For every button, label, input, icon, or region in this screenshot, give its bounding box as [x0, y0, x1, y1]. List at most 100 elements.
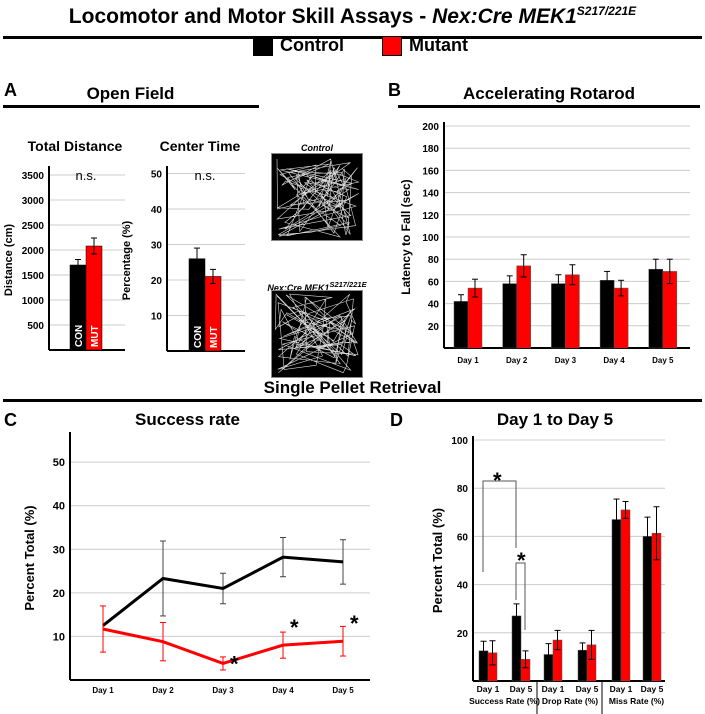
y-tick-label: 100: [451, 436, 468, 447]
y-tick-label: 60: [428, 277, 440, 288]
y-tick-label: 40: [53, 501, 65, 513]
significance-bracket: [482, 480, 517, 572]
y-axis-label: Percent Total (%): [430, 508, 445, 613]
x-tick-label: Day 1: [457, 356, 479, 365]
trace-mutant-label: Nex:Cre MEK1S217/221E: [267, 280, 367, 293]
panel-a-rule: [3, 105, 259, 108]
y-axis-label: Latency to Fall (sec): [399, 179, 413, 294]
y-axis-label: Percentage (%): [121, 220, 133, 300]
panel-c-letter: C: [4, 410, 17, 430]
x-tick-label: Day 2: [152, 686, 174, 695]
y-tick-label: 10: [151, 312, 163, 323]
trace-control-label: Control: [301, 143, 333, 153]
bar-mutant: [516, 265, 531, 349]
y-tick-label: 20: [428, 322, 440, 333]
y-tick-label: 60: [457, 532, 469, 543]
x-tick-label: Day 5: [652, 356, 674, 365]
legend-control-label: Control: [280, 35, 344, 55]
bar-label: MUT: [90, 325, 101, 347]
significance-star: *: [493, 468, 502, 493]
ns-annotation: n.s.: [76, 168, 97, 183]
line-mutant: [102, 627, 344, 666]
x-tick-label: Day 5: [641, 684, 664, 694]
x-tick-label: Day 1: [610, 684, 633, 694]
x-tick-label: Day 2: [506, 356, 528, 365]
section-rule: [3, 399, 702, 402]
y-tick-label: 1000: [22, 296, 45, 307]
y-tick-label: 120: [422, 211, 439, 222]
y-tick-label: 200: [422, 122, 439, 133]
significance-star: *: [517, 548, 526, 573]
y-tick-label: 100: [422, 233, 439, 244]
x-tick-label: Day 4: [603, 356, 625, 365]
y-tick-label: 30: [53, 544, 65, 556]
panel-d-heading: Day 1 to Day 5: [496, 410, 614, 429]
panel-b-heading: Accelerating Rotarod: [463, 84, 635, 103]
y-tick-label: 40: [457, 581, 469, 592]
y-tick-label: 80: [428, 255, 440, 266]
x-tick-label: Day 5: [510, 684, 533, 694]
y-tick-label: 3500: [22, 171, 45, 182]
panel-a-heading: Open Field: [86, 84, 175, 103]
open-field-trace-control: [271, 153, 363, 241]
y-tick-label: 40: [151, 205, 163, 216]
y-tick-label: 10: [53, 631, 65, 643]
panel-b-letter: B: [388, 80, 401, 100]
center-time-title: Center Time: [159, 138, 241, 154]
legend-control-swatch: [253, 36, 273, 56]
panel-b-rule: [398, 105, 700, 108]
significance-star: *: [350, 611, 359, 636]
title-rule: [3, 36, 702, 39]
legend-mutant-label: Mutant: [409, 35, 468, 55]
significance-star: *: [230, 651, 239, 676]
bar-mutant: [620, 509, 631, 682]
y-tick-label: 1500: [22, 271, 45, 282]
bar-control: [648, 268, 664, 349]
x-tick-label: Day 3: [212, 686, 234, 695]
bar-label: CON: [74, 325, 85, 347]
y-tick-label: 20: [457, 629, 469, 640]
bar-control: [599, 280, 615, 349]
x-tick-label: Day 1: [542, 684, 565, 694]
panel-a-letter: A: [4, 80, 17, 100]
bar-control: [502, 283, 517, 349]
x-tick-label: Day 4: [272, 686, 294, 695]
y-tick-label: 160: [422, 166, 439, 177]
y-tick-label: 20: [53, 588, 65, 600]
panel-d-letter: D: [390, 410, 403, 430]
y-axis-label: Percent Total (%): [22, 505, 37, 610]
significance-bracket: [515, 562, 526, 630]
y-tick-label: 50: [53, 457, 65, 469]
y-tick-label: 50: [151, 170, 163, 181]
x-tick-label: Day 5: [332, 686, 354, 695]
y-tick-label: 80: [457, 484, 469, 495]
bar-control: [551, 283, 566, 349]
group-label: Success Rate (%): [469, 696, 540, 706]
line-control: [102, 555, 344, 627]
y-tick-label: 40: [428, 300, 440, 311]
open-field-trace-mutant: [271, 290, 363, 378]
group-label: Miss Rate (%): [609, 696, 664, 706]
y-tick-label: 20: [151, 276, 163, 287]
significance-star: *: [290, 615, 299, 640]
group-label: Drop Rate (%): [542, 696, 598, 706]
x-tick-label: Day 1: [477, 684, 500, 694]
y-tick-label: 2000: [22, 246, 45, 257]
y-tick-label: 2500: [22, 221, 45, 232]
ns-annotation: n.s.: [195, 168, 216, 183]
bar-mutant: [613, 287, 629, 349]
y-tick-label: 180: [422, 144, 439, 155]
y-tick-label: 30: [151, 241, 163, 252]
y-tick-label: 3000: [22, 196, 45, 207]
panel-c-heading: Success rate: [135, 410, 240, 429]
y-tick-label: 500: [27, 321, 44, 332]
bar-label: CON: [193, 326, 204, 348]
y-tick-label: 140: [422, 189, 439, 200]
legend-mutant-swatch: [382, 36, 402, 56]
x-tick-label: Day 1: [92, 686, 114, 695]
total-distance-title: Total Distance: [27, 138, 123, 154]
y-axis-label: Distance (cm): [3, 224, 15, 296]
bar-control: [611, 519, 622, 682]
figure-title: Locomotor and Motor Skill Assays - Nex:C…: [68, 4, 637, 28]
